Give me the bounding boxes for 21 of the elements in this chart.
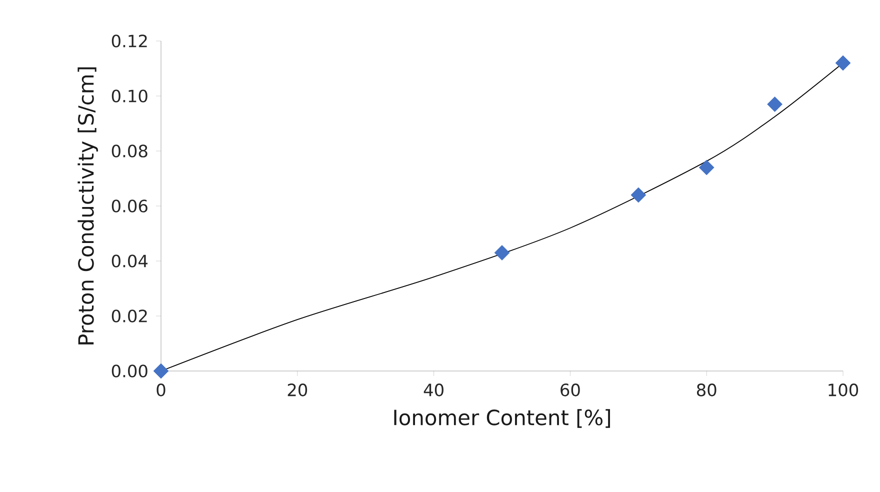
point	[494, 245, 510, 260]
y-tick-label: 0.04	[112, 254, 148, 268]
x-tick-label: 0	[156, 384, 166, 396]
y-tick-label: 0.06	[112, 200, 148, 212]
point	[153, 363, 169, 379]
x-tick-label: 80	[696, 384, 716, 396]
point	[630, 187, 646, 203]
point	[767, 96, 782, 112]
y-tick-label: 0.12	[112, 34, 147, 48]
point	[698, 160, 714, 176]
y-axis-title: Proton Conductivity [S/cm]	[78, 67, 98, 344]
y-tick-label: 0.08	[112, 144, 148, 158]
point	[835, 55, 851, 71]
x-tick-label: 40	[424, 384, 444, 396]
x-tick-label: 60	[560, 384, 580, 396]
x-tick-label: 100	[828, 384, 858, 396]
x-axis-title: Ionomer Content [%]	[394, 409, 610, 428]
y-tick-label: 0.10	[112, 90, 148, 102]
y-tick-label: 0.02	[112, 310, 147, 322]
x-tick-label: 20	[288, 384, 308, 396]
y-tick-label: 0.00	[112, 364, 148, 378]
